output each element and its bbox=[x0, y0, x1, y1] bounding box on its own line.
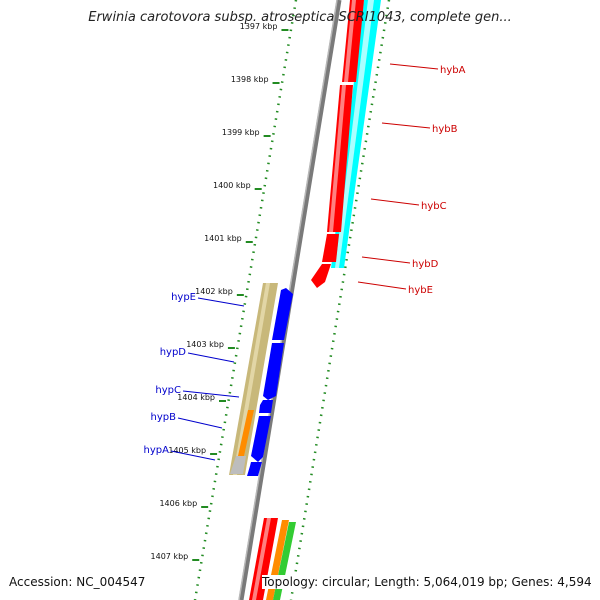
hybc-arrow[interactable] bbox=[322, 234, 339, 262]
ruler-tick-label: 1402 kbp bbox=[195, 287, 233, 296]
hyp-gene-arrows bbox=[247, 288, 293, 476]
hypc-arrow[interactable] bbox=[259, 400, 273, 413]
gene-leader-line bbox=[170, 450, 216, 461]
ruler-tick-label: 1406 kbp bbox=[159, 499, 197, 508]
ruler-tick-label: 1407 kbp bbox=[151, 552, 189, 561]
gene-label-hypd[interactable]: hypD bbox=[160, 347, 187, 358]
ruler-tick-label: 1405 kbp bbox=[168, 446, 206, 455]
gene-label-hyba[interactable]: hybA bbox=[440, 65, 466, 76]
hypb-arrow[interactable] bbox=[251, 416, 271, 462]
hype-arrow[interactable] bbox=[272, 288, 293, 340]
gene-label-hypa[interactable]: hypA bbox=[144, 445, 170, 456]
gene-leader-line bbox=[197, 297, 245, 307]
ruler-tick-label: 1397 kbp bbox=[240, 22, 278, 31]
ruler-tick-label: 1399 kbp bbox=[222, 128, 260, 137]
forward-gene-labels: hybA hybB hybC hybD hybE bbox=[357, 63, 466, 296]
kbp-ruler: 1397 kbp 1398 kbp 1399 kbp 1400 kbp 1401 kbp… bbox=[151, 22, 289, 561]
hybd-arrow[interactable] bbox=[311, 264, 331, 288]
gene-label-hybc[interactable]: hybC bbox=[421, 201, 447, 212]
gene-label-hypc[interactable]: hypC bbox=[155, 385, 181, 396]
reverse-feature-cluster bbox=[229, 283, 293, 476]
gene-label-hype[interactable]: hypE bbox=[171, 292, 196, 303]
grey-track bbox=[230, 456, 246, 474]
gene-leader-line bbox=[370, 198, 420, 206]
gene-leader-line bbox=[357, 281, 407, 290]
gene-leader-line bbox=[361, 256, 411, 264]
gene-leader-line bbox=[389, 63, 439, 70]
ruler-tick-label: 1401 kbp bbox=[204, 234, 242, 243]
ruler-tick-label: 1404 kbp bbox=[177, 393, 215, 402]
gene-label-hybd[interactable]: hybD bbox=[412, 259, 439, 270]
reverse-gene-labels: hypE hypD hypC hypB hypA bbox=[144, 292, 245, 461]
gene-label-hybe[interactable]: hybE bbox=[408, 285, 433, 296]
hypa-arrow[interactable] bbox=[247, 462, 262, 476]
map-title: Erwinia carotovora subsp. atroseptica SC… bbox=[88, 10, 512, 25]
ruler-tick-label: 1400 kbp bbox=[213, 181, 251, 190]
orange-track bbox=[238, 410, 254, 456]
gene-leader-line bbox=[381, 122, 431, 129]
accession-text: Accession: NC_004547 bbox=[9, 575, 146, 589]
gene-label-hybb[interactable]: hybB bbox=[432, 124, 458, 135]
summary-text: Topology: circular; Length: 5,064,019 bp… bbox=[262, 575, 594, 589]
gene-label-hypb[interactable]: hypB bbox=[151, 412, 177, 423]
hypd-arrow[interactable] bbox=[263, 343, 284, 400]
gene-leader-line bbox=[177, 417, 223, 429]
ruler-tick-label: 1403 kbp bbox=[186, 340, 224, 349]
hyb-gene-arrows bbox=[311, 0, 364, 288]
gene-leader-line bbox=[182, 390, 240, 398]
forward-feature-cluster bbox=[311, 0, 381, 288]
gene-leader-line bbox=[187, 352, 235, 363]
ruler-tick-label: 1398 kbp bbox=[231, 75, 269, 84]
